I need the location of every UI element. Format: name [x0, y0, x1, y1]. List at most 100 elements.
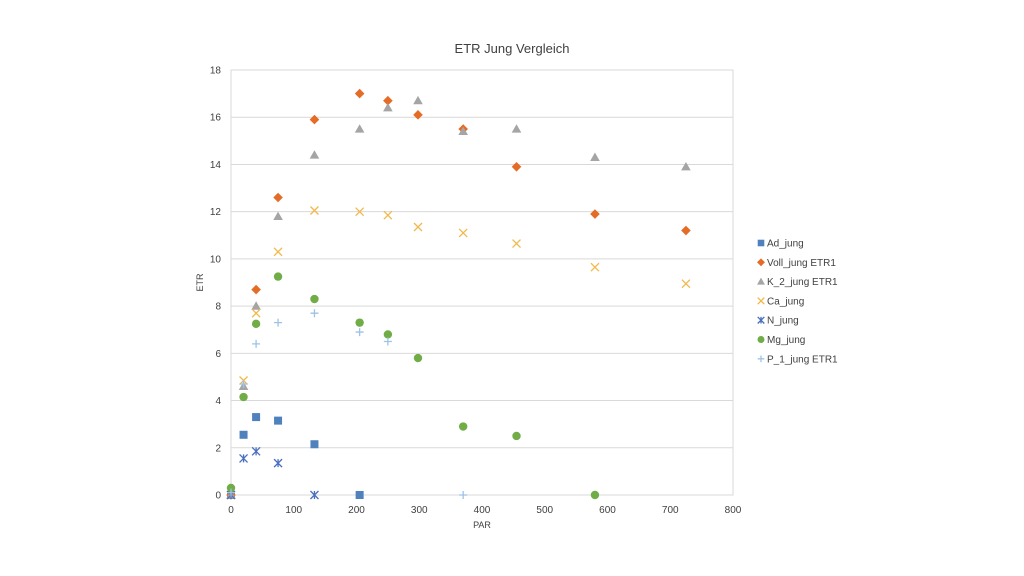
- data-point: [273, 192, 283, 203]
- data-point: [458, 422, 468, 431]
- data-point: [355, 328, 364, 337]
- legend-item: Ad_jung: [757, 239, 804, 250]
- legend-item: Voll_jung ETR1: [757, 258, 836, 269]
- data-point: [252, 339, 261, 348]
- data-point: [251, 284, 261, 295]
- data-point: [239, 380, 248, 389]
- legend-marker: [757, 258, 765, 267]
- data-point: [355, 318, 364, 327]
- y-tick-label: 0: [215, 491, 221, 502]
- x-tick-label: 600: [599, 505, 616, 516]
- data-point: [383, 210, 393, 220]
- plot-area: [230, 69, 734, 496]
- legend-label: Ad_jung: [767, 239, 804, 250]
- data-point: [681, 162, 691, 171]
- legend-item: P_1_jung ETR1: [757, 354, 838, 365]
- data-point: [413, 353, 423, 363]
- legend-marker: [757, 336, 765, 343]
- x-tick-label: 400: [474, 505, 491, 516]
- data-point: [383, 95, 393, 106]
- legend-marker: [757, 355, 765, 363]
- data-point: [239, 453, 249, 463]
- x-tick-label: 300: [411, 505, 428, 516]
- legend-label: Ca_jung: [767, 296, 804, 307]
- data-point: [458, 228, 468, 238]
- data-point: [590, 262, 600, 272]
- data-point: [458, 126, 468, 135]
- x-tick-label: 200: [348, 505, 365, 516]
- data-point: [273, 272, 283, 281]
- x-tick-label: 0: [228, 505, 234, 516]
- data-point: [383, 330, 393, 339]
- y-axis-title: ETR: [195, 273, 205, 292]
- data-point: [413, 110, 423, 120]
- legend-marker: [757, 297, 765, 305]
- y-tick-label: 10: [210, 254, 222, 265]
- x-axis-title: PAR: [473, 520, 491, 530]
- legend-item: Mg_jung: [757, 335, 805, 346]
- data-point: [681, 279, 691, 289]
- legend-marker: [757, 239, 765, 247]
- data-marks: [226, 88, 691, 500]
- data-point: [354, 124, 365, 133]
- data-point: [511, 162, 522, 172]
- data-point: [227, 488, 235, 497]
- x-tick-label: 800: [725, 505, 742, 516]
- legend-marker: [757, 316, 765, 324]
- series-6: [227, 309, 468, 499]
- y-tick-label: 6: [215, 349, 221, 360]
- legend-label: K_2_jung ETR1: [767, 277, 838, 288]
- data-point: [383, 337, 392, 346]
- data-point: [274, 318, 283, 327]
- series-2: [226, 95, 691, 499]
- y-tick-label: 8: [215, 302, 221, 313]
- data-point: [251, 308, 261, 318]
- data-point: [590, 152, 600, 161]
- data-point: [239, 392, 248, 402]
- data-point: [310, 440, 319, 449]
- legend-label: Voll_jung ETR1: [767, 258, 836, 269]
- series-5: [226, 272, 600, 500]
- y-tick-label: 12: [210, 207, 222, 218]
- data-point: [251, 446, 261, 456]
- data-point: [512, 239, 521, 249]
- data-point: [511, 124, 522, 133]
- legend: Ad_jung Voll_jung ETR1 K_2_jung ETR1 Ca_jun…: [757, 239, 838, 365]
- data-point: [681, 225, 691, 236]
- data-point: [383, 102, 393, 112]
- data-point: [273, 211, 283, 220]
- data-point: [590, 490, 600, 500]
- legend-item: Ca_jung: [757, 296, 804, 307]
- data-point: [413, 95, 423, 105]
- y-tick-label: 4: [215, 396, 221, 407]
- data-point: [459, 491, 468, 499]
- data-point: [309, 150, 320, 159]
- legend-label: N_jung: [767, 316, 799, 327]
- data-point: [590, 209, 600, 219]
- data-point: [274, 416, 283, 425]
- data-point: [355, 207, 365, 217]
- data-point: [273, 458, 283, 468]
- data-point: [310, 309, 319, 318]
- data-point: [354, 88, 365, 99]
- data-point: [273, 247, 283, 257]
- data-point: [251, 319, 261, 329]
- x-tick-label: 100: [285, 505, 302, 516]
- legend-item: N_jung: [757, 316, 799, 327]
- series-0: [227, 413, 364, 499]
- chart-title: ETR Jung Vergleich: [455, 41, 570, 56]
- data-point: [310, 294, 319, 304]
- data-point: [512, 431, 521, 441]
- y-tick-labels: 0 2 4 6 8 10 12 14 16 18: [210, 66, 222, 502]
- legend-marker: [757, 277, 765, 285]
- data-point: [309, 490, 319, 500]
- legend-label: Mg_jung: [767, 335, 805, 346]
- y-tick-label: 14: [210, 160, 222, 171]
- data-point: [413, 222, 423, 232]
- data-point: [355, 491, 364, 499]
- legend-label: P_1_jung ETR1: [767, 354, 838, 365]
- y-tick-label: 18: [210, 66, 222, 77]
- data-point: [309, 206, 319, 215]
- series-1: [226, 88, 691, 500]
